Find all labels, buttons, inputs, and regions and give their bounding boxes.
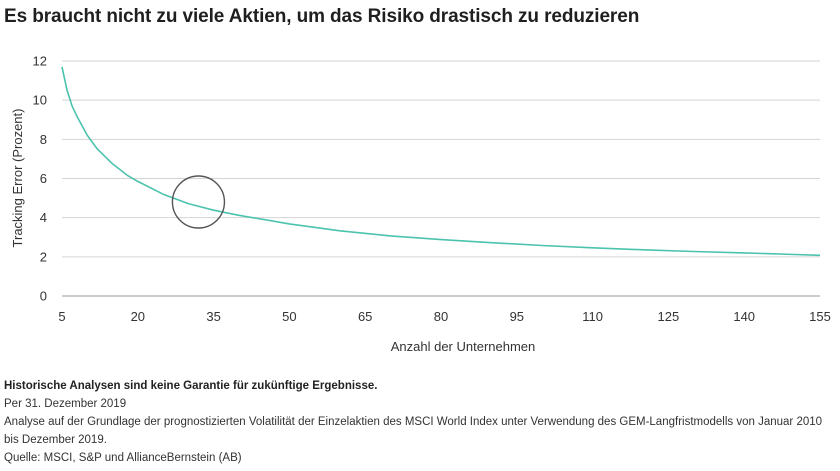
x-tick-label: 20 (131, 309, 145, 324)
y-tick-label: 4 (40, 210, 47, 225)
x-tick-label: 80 (434, 309, 448, 324)
y-tick-label: 0 (40, 289, 47, 304)
y-axis-label: Tracking Error (Prozent) (10, 109, 25, 248)
disclaimer-note: Historische Analysen sind keine Garantie… (4, 380, 378, 392)
method-note: Analyse auf der Grundlage der prognostiz… (4, 416, 823, 446)
x-tick-label: 110 (582, 309, 603, 324)
footnotes: Historische Analysen sind keine Garantie… (4, 377, 834, 467)
highlight-circle (171, 175, 226, 229)
y-tick-label: 6 (40, 171, 47, 186)
x-tick-label: 50 (282, 309, 296, 324)
date-note: Per 31. Dezember 2019 (4, 398, 127, 410)
y-tick-label: 12 (33, 54, 47, 69)
y-tick-label: 10 (33, 93, 47, 108)
x-tick-label: 155 (809, 309, 831, 324)
series-line (61, 66, 821, 257)
source-note: Quelle: MSCI, S&P und AllianceBernstein … (4, 452, 242, 464)
y-tick-label: 8 (40, 132, 47, 147)
x-tick-label: 5 (58, 309, 65, 324)
x-tick-label: 95 (510, 309, 524, 324)
x-tick-label: 65 (358, 309, 372, 324)
x-tick-label: 125 (658, 309, 680, 324)
x-tick-label: 140 (733, 309, 755, 324)
chart-title: Es braucht nicht zu viele Aktien, um das… (4, 6, 640, 27)
y-tick-label: 2 (40, 249, 47, 264)
x-tick-label: 35 (206, 309, 220, 324)
x-axis-label: Anzahl der Unternehmen (391, 339, 536, 354)
